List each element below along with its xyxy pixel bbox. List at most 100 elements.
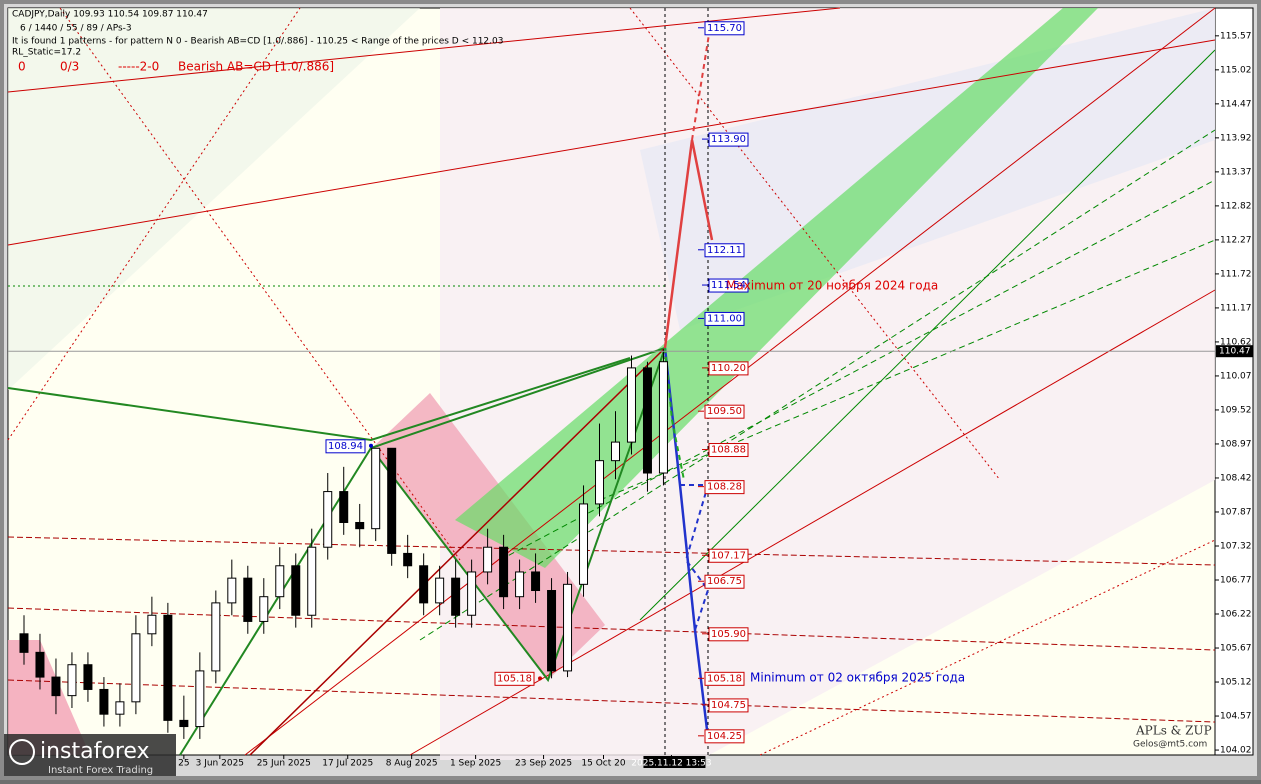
candle-body: [451, 577, 461, 616]
level-label: 113.90: [711, 134, 746, 145]
channel-line: [7, 39, 1216, 246]
projection: [664, 347, 685, 481]
candle-body: [579, 503, 589, 585]
y-tick-label: 115.02: [1220, 65, 1252, 75]
level-box: [704, 480, 745, 495]
x-tick-bg: [643, 756, 706, 768]
candle-body: [259, 596, 269, 622]
x-tick-label: 1 Sep 2025: [450, 759, 501, 769]
y-tick-label: 112.27: [1220, 235, 1252, 245]
candle-body: [243, 577, 253, 622]
level-label: 110.20: [711, 363, 746, 374]
y-tick-label: 111.72: [1220, 269, 1252, 279]
zone: [8, 640, 90, 755]
y-tick-label: 113.37: [1220, 167, 1252, 177]
candle-body: [483, 546, 493, 573]
level-label: 107.17: [711, 550, 746, 561]
candle-body: [610, 441, 620, 462]
level-box: [704, 671, 745, 686]
candle-body: [307, 546, 317, 616]
y-tick-label: 110.62: [1220, 337, 1252, 347]
watermark-logo: [9, 739, 35, 765]
level-label: 111.00: [707, 313, 742, 324]
level-label: 106.75: [707, 576, 742, 587]
x-tick-label: 17 Jul 2025: [322, 759, 373, 769]
y-tick-label: 113.92: [1220, 133, 1252, 143]
fan-line: [639, 49, 1216, 621]
candle-body: [499, 546, 509, 598]
candle-body: [131, 633, 141, 703]
level-box: [704, 21, 745, 36]
candle-body: [339, 491, 349, 523]
candle-body: [35, 651, 45, 678]
fan-line: [599, 239, 1216, 501]
x-tick-label: 8 Aug 2025: [386, 759, 438, 769]
y-tick-label: 104.02: [1220, 746, 1252, 756]
level-label: 104.25: [707, 731, 742, 742]
candle-body: [642, 367, 652, 474]
header-line: It is found 1 patterns - for pattern N 0…: [12, 37, 503, 47]
header-line: RL_Static=17.2: [12, 48, 81, 58]
x-tick-label: 2025.11.12 13:53: [631, 759, 711, 769]
channel-line: [244, 7, 1216, 756]
y-tick-label: 110.07: [1220, 371, 1252, 381]
y-tick-label: 115.57: [1220, 31, 1252, 41]
x-tick-label: 15 Oct 20: [581, 759, 625, 769]
candle-body: [275, 565, 285, 598]
y-tick-label: 109.52: [1220, 405, 1252, 415]
y-tick-label: 107.32: [1220, 541, 1252, 551]
candle-body: [371, 447, 381, 530]
candle-body: [323, 491, 333, 548]
fib-line: [7, 7, 301, 441]
pattern-line: [370, 347, 666, 449]
level-label: 105.90: [711, 629, 746, 640]
x-tick-label: 23 Sep 2025: [515, 759, 572, 769]
status: 0: [18, 60, 26, 74]
pivot-point: [538, 676, 542, 681]
candle-body: [467, 571, 477, 616]
candle-body: [515, 571, 525, 598]
candle-body: [19, 633, 29, 653]
level-line: [7, 607, 1216, 651]
status: 0/3: [60, 60, 79, 74]
channel-line: [7, 7, 841, 93]
candle-body: [403, 552, 413, 567]
candle-body: [419, 565, 429, 604]
pivot-label: 108.94: [328, 441, 363, 452]
pivot-box: [494, 671, 535, 686]
status: Bearish AB=CD [1.0/.886]: [178, 60, 334, 74]
header-line: 6 / 1440 / 55 / 89 / APs-3: [20, 24, 132, 34]
annotation: Minimum от 02 октября 2025 года: [750, 671, 965, 685]
y-tick-label: 105.67: [1220, 644, 1252, 654]
marks: [19, 21, 749, 744]
level-box: [708, 548, 749, 563]
level-label: 108.28: [707, 482, 742, 493]
candle-body: [547, 590, 557, 672]
watermark-text: Instant Forex Trading: [48, 765, 153, 776]
zone: [8, 8, 420, 390]
signature: APLs & ZUP: [1135, 724, 1212, 738]
pattern-line: [249, 347, 666, 756]
projection: [680, 484, 710, 631]
level-box: [704, 243, 745, 258]
fib-line: [59, 7, 461, 561]
level-box: [704, 404, 745, 419]
level-box: [708, 443, 749, 458]
level-label: 115.70: [707, 23, 742, 34]
candle-body: [658, 361, 668, 474]
candle-body: [355, 521, 365, 530]
candle-body: [51, 676, 61, 697]
candle-body: [195, 670, 205, 728]
level-label: 105.18: [707, 673, 742, 684]
level-label: 104.75: [711, 700, 746, 711]
level-label: 112.11: [707, 245, 742, 256]
watermark: instaforex Instant Forex Trading: [4, 734, 176, 776]
x-tick-label: 25: [178, 759, 189, 769]
status: -----2-0: [118, 60, 159, 74]
pattern-line: [7, 357, 631, 442]
candle-body: [387, 447, 397, 554]
signature: Gelos@mt5.com: [1133, 740, 1207, 750]
level-box: [704, 311, 745, 326]
candle-body: [626, 367, 636, 443]
